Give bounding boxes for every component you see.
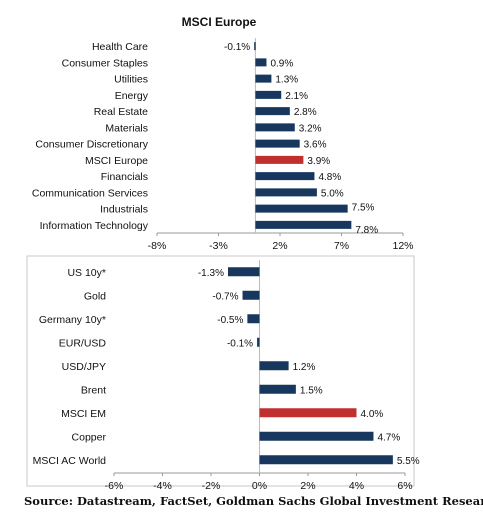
data-label: 1.2% bbox=[293, 362, 316, 373]
category-label: Communication Services bbox=[32, 187, 148, 199]
category-label: Financials bbox=[101, 171, 148, 183]
category-label: Consumer Staples bbox=[62, 57, 148, 69]
bar-copper bbox=[259, 431, 374, 441]
category-label: MSCI EM bbox=[61, 408, 106, 420]
category-label: EUR/USD bbox=[59, 337, 107, 349]
data-label: 1.3% bbox=[275, 75, 298, 86]
category-label: MSCI Europe bbox=[85, 155, 148, 167]
data-label: 1.5% bbox=[300, 385, 323, 396]
x-tick-label: 6% bbox=[397, 480, 412, 492]
bar-real-estate bbox=[255, 107, 290, 116]
data-label: 4.7% bbox=[377, 432, 400, 443]
category-label: Germany 10y* bbox=[39, 314, 106, 326]
x-tick-label: -8% bbox=[148, 240, 167, 252]
category-label: Utilities bbox=[114, 74, 148, 86]
data-label: 2.8% bbox=[294, 107, 317, 118]
data-label: 4.0% bbox=[361, 409, 384, 420]
category-label: Copper bbox=[72, 431, 107, 443]
bar-gold bbox=[242, 290, 260, 300]
cross-asset-chart: US 10y* -1.3% Gold -0.7% Germany 10y* -0.5% EU… bbox=[26, 255, 420, 492]
source-note: Source: Datastream, FactSet, Goldman Sac… bbox=[24, 494, 483, 508]
category-label: Real Estate bbox=[94, 106, 148, 118]
bar-msci-europe bbox=[255, 155, 304, 164]
bar-msci-ac-world bbox=[259, 455, 393, 465]
bar-health-care bbox=[254, 42, 256, 51]
data-label: 7.8% bbox=[355, 225, 378, 236]
bar-information-technology bbox=[255, 220, 352, 229]
data-label: 7.5% bbox=[352, 203, 375, 214]
data-label: 0.9% bbox=[270, 58, 293, 69]
category-label: Industrials bbox=[100, 204, 148, 216]
data-label: 3.9% bbox=[307, 156, 330, 167]
category-label: Brent bbox=[81, 384, 106, 396]
bar-industrials bbox=[255, 204, 348, 213]
category-label: Energy bbox=[115, 90, 149, 102]
category-label: MSCI AC World bbox=[33, 455, 106, 467]
x-tick-label: 0% bbox=[252, 480, 267, 492]
data-label: 3.6% bbox=[304, 140, 327, 151]
data-label: 4.8% bbox=[318, 172, 341, 183]
x-tick-label: -3% bbox=[209, 240, 228, 252]
x-tick-label: 12% bbox=[392, 240, 413, 252]
bar-usd-jpy bbox=[259, 361, 289, 371]
x-tick-label: -2% bbox=[202, 480, 221, 492]
x-tick-label: -4% bbox=[153, 480, 172, 492]
data-label: -1.3% bbox=[198, 268, 224, 279]
data-label: -0.1% bbox=[224, 42, 250, 53]
category-label: Health Care bbox=[92, 41, 148, 53]
bar-consumer-discretionary bbox=[255, 139, 300, 148]
msci-europe-sector-chart: MSCI Europe Health Care -0.1% Consumer Sta… bbox=[32, 15, 414, 252]
category-label: Information Technology bbox=[40, 220, 149, 232]
top-chart-title: MSCI Europe bbox=[182, 15, 257, 29]
data-label: -0.1% bbox=[227, 338, 253, 349]
data-label: 2.1% bbox=[285, 91, 308, 102]
x-tick-label: 2% bbox=[300, 480, 315, 492]
data-label: -0.7% bbox=[212, 291, 238, 302]
data-label: 3.2% bbox=[299, 123, 322, 134]
category-label: USD/JPY bbox=[62, 361, 106, 373]
bar-financials bbox=[255, 172, 315, 181]
bar-energy bbox=[255, 90, 282, 99]
bottom-chart-border bbox=[26, 255, 415, 487]
category-label: Materials bbox=[105, 122, 148, 134]
category-label: US 10y* bbox=[67, 267, 106, 279]
x-tick-label: -6% bbox=[105, 480, 124, 492]
category-label: Consumer Discretionary bbox=[35, 139, 148, 151]
category-label: Gold bbox=[84, 290, 106, 302]
bar-msci-em bbox=[259, 408, 357, 418]
data-label: -0.5% bbox=[217, 315, 243, 326]
x-tick-label: 7% bbox=[334, 240, 349, 252]
bar-consumer-staples bbox=[255, 58, 267, 67]
bar-materials bbox=[255, 123, 295, 132]
bar-communication-services bbox=[255, 188, 317, 197]
x-tick-label: 2% bbox=[272, 240, 287, 252]
x-tick-label: 4% bbox=[349, 480, 364, 492]
bar-eur-usd bbox=[257, 337, 260, 347]
data-label: 5.5% bbox=[397, 456, 420, 467]
bar-us-10y- bbox=[227, 267, 260, 277]
bar-brent bbox=[259, 384, 296, 394]
bar-germany-10y- bbox=[247, 314, 260, 324]
bar-utilities bbox=[255, 74, 272, 83]
data-label: 5.0% bbox=[321, 188, 344, 199]
